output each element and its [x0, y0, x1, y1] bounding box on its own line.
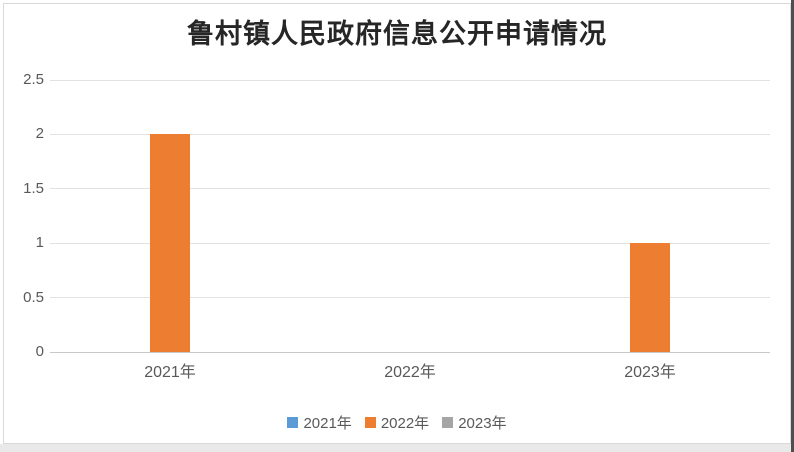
y-tick-label: 2 [35, 125, 44, 143]
chart-title: 鲁村镇人民政府信息公开申请情况 [187, 19, 607, 50]
legend: 2021年 2022年 2023年 [4, 412, 790, 433]
x-axis-line [50, 351, 770, 353]
y-tick-label: 2.5 [23, 71, 44, 88]
plot-area [50, 79, 770, 353]
x-tick-label: 2022年 [384, 364, 436, 381]
x-tick-label: 2021年 [144, 364, 196, 381]
window-right-edge [791, 0, 794, 452]
page-background-strip [0, 444, 791, 452]
legend-label: 2023年 [458, 415, 507, 432]
legend-label: 2022年 [380, 415, 430, 432]
legend-swatch-icon [287, 417, 299, 428]
y-tick-label: 1 [35, 234, 44, 252]
gridline [50, 297, 770, 299]
bar-2022年-2023年 [630, 243, 670, 352]
chart-container: 鲁村镇人民政府信息公开申请情况 0 0.5 1 1.5 2 2.5 2021年 2022年 2… [3, 3, 791, 444]
y-tick-label: 0 [35, 343, 44, 360]
legend-swatch-icon [364, 417, 376, 428]
legend-item-2021年: 2021年 [287, 412, 352, 433]
gridline [50, 188, 770, 190]
gridline [50, 242, 770, 244]
legend-swatch-icon [442, 417, 454, 428]
gridline [50, 79, 770, 81]
legend-label: 2021年 [303, 415, 352, 432]
bar-2022年-2021年 [150, 134, 190, 352]
legend-item-2023年: 2023年 [442, 412, 507, 433]
x-tick-label: 2023年 [624, 364, 676, 381]
y-tick-label: 0.5 [23, 288, 44, 306]
legend-item-2022年: 2022年 [364, 412, 430, 433]
y-tick-label: 1.5 [23, 179, 44, 197]
gridline [50, 133, 770, 135]
